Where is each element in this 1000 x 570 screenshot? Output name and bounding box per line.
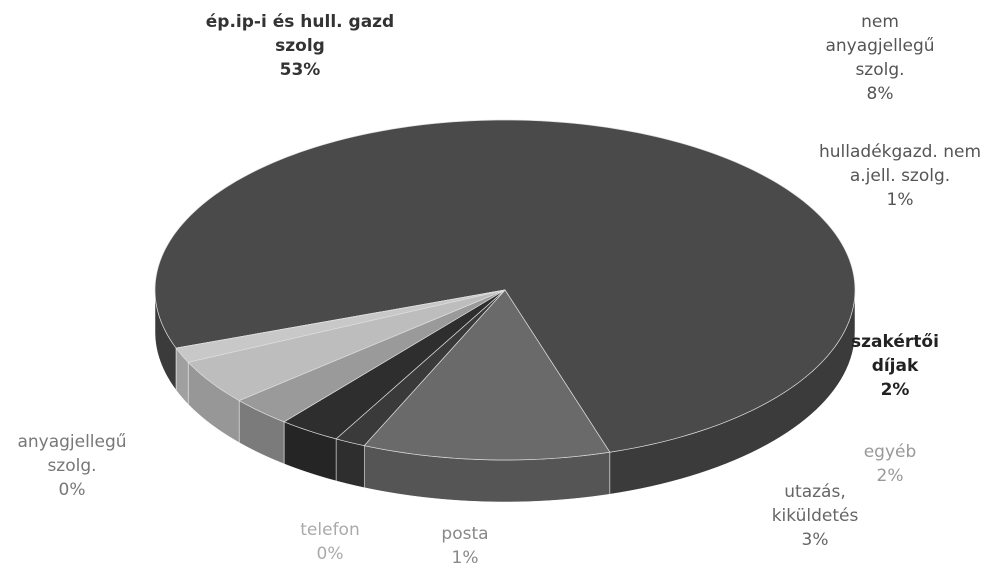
slice <box>238 289 506 423</box>
slice-value: 2% <box>880 380 910 400</box>
slice-label: utazás, kiküldetés 3% <box>745 480 885 552</box>
slice <box>187 289 506 401</box>
slice-name: posta <box>441 524 489 544</box>
slice <box>363 289 611 461</box>
slice-label: szakértői díjak 2% <box>840 330 950 402</box>
slice-name: utazás, kiküldetés <box>771 482 859 526</box>
slice-name: szakértői díjak <box>851 332 939 376</box>
slice-label: ép.ip-i és hull. gazd szolg 53% <box>200 10 400 82</box>
slice-label: posta 1% <box>425 522 505 570</box>
slice-label: nem anyagjellegű szolg. 8% <box>810 10 950 106</box>
slice-value: 8% <box>866 84 894 104</box>
slice-value: 1% <box>451 548 479 568</box>
slice-name: hulladékgazd. nem a.jell. szolg. <box>818 142 982 186</box>
slice <box>154 119 856 453</box>
slice-label: anyagjellegű szolg. 0% <box>0 430 147 502</box>
slice-name: ép.ip-i és hull. gazd szolg <box>205 12 395 56</box>
slice-value: 0% <box>58 480 86 500</box>
slice-name: telefon <box>300 520 360 540</box>
slice-name: egyéb <box>863 442 917 462</box>
slice-label: telefon 0% <box>285 518 375 566</box>
slice-value: 2% <box>876 466 904 486</box>
slice-name: anyagjellegű szolg. <box>17 432 127 476</box>
slice-side <box>335 438 365 488</box>
slice-value: 0% <box>316 544 344 564</box>
slice <box>283 289 506 440</box>
slice-value: 3% <box>801 530 829 550</box>
slice-label: hulladékgazd. nem a.jell. szolg. 1% <box>805 140 995 212</box>
slice-name: nem anyagjellegű szolg. <box>825 12 935 80</box>
slice-label: egyéb 2% <box>850 440 930 488</box>
slice <box>176 289 506 349</box>
slice-value: 53% <box>279 60 321 80</box>
slice-value: 1% <box>886 190 914 210</box>
